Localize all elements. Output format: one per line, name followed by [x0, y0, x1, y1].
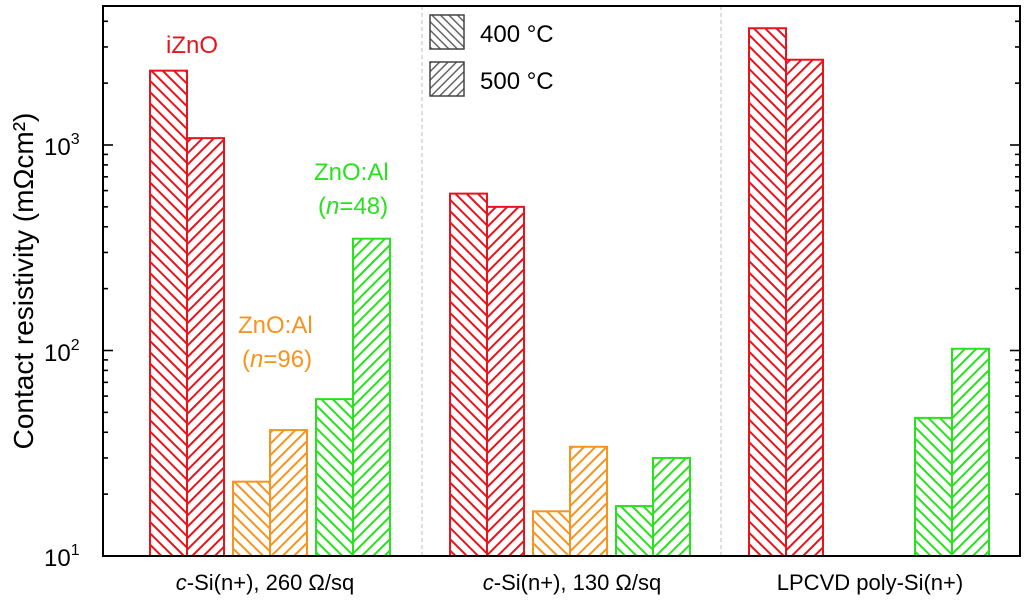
category-label-1: c-Si(n+), 260 Ω/sq — [176, 570, 354, 595]
legend-swatch-500 — [429, 61, 465, 97]
bar-red-500-group3 — [785, 58, 824, 557]
bar-red-500-group2 — [486, 205, 525, 557]
annotation-znoal-96-line2: (n=96) — [242, 346, 312, 373]
bar-green-400-group3 — [914, 416, 953, 557]
bar-red-400-group3 — [748, 27, 787, 557]
bar-green-500-group1 — [352, 237, 391, 557]
y-axis-label: Contact resistivity (mΩcm²) — [8, 113, 39, 450]
y-tick-label-2: 102 — [44, 337, 80, 367]
bar-orange-500-group1 — [269, 429, 308, 557]
annotation-znoal-48-line2: (n=48) — [318, 193, 388, 220]
y-tick-label-3: 103 — [44, 131, 80, 161]
bar-green-400-group2 — [615, 505, 654, 558]
bar-green-500-group2 — [652, 456, 691, 557]
plot-frame — [102, 5, 1021, 557]
bar-orange-400-group2 — [532, 510, 571, 557]
annotation-izno: iZnO — [166, 32, 218, 59]
bar-orange-400-group1 — [232, 480, 271, 557]
y-ticks-layer — [103, 20, 1020, 557]
bar-orange-500-group2 — [569, 445, 608, 558]
bar-green-400-group1 — [315, 398, 354, 557]
category-label-2: c-Si(n+), 130 Ω/sq — [483, 570, 661, 595]
bar-red-400-group2 — [449, 192, 488, 558]
annotation-znoal-96-line1: ZnO:Al — [238, 312, 313, 339]
bar-red-500-group1 — [186, 137, 225, 558]
bars-layer — [149, 27, 990, 558]
bar-green-500-group3 — [951, 347, 990, 557]
legend-label-400: 400 °C — [480, 21, 554, 48]
category-label-3: LPCVD poly-Si(n+) — [777, 570, 963, 595]
y-tick-label-1: 101 — [44, 542, 80, 572]
legend: 400 °C 500 °C — [429, 14, 554, 97]
legend-label-500: 500 °C — [480, 68, 554, 95]
bar-red-400-group1 — [149, 69, 188, 558]
annotation-znoal-48-line1: ZnO:Al — [314, 159, 389, 186]
legend-swatch-400 — [429, 14, 465, 50]
